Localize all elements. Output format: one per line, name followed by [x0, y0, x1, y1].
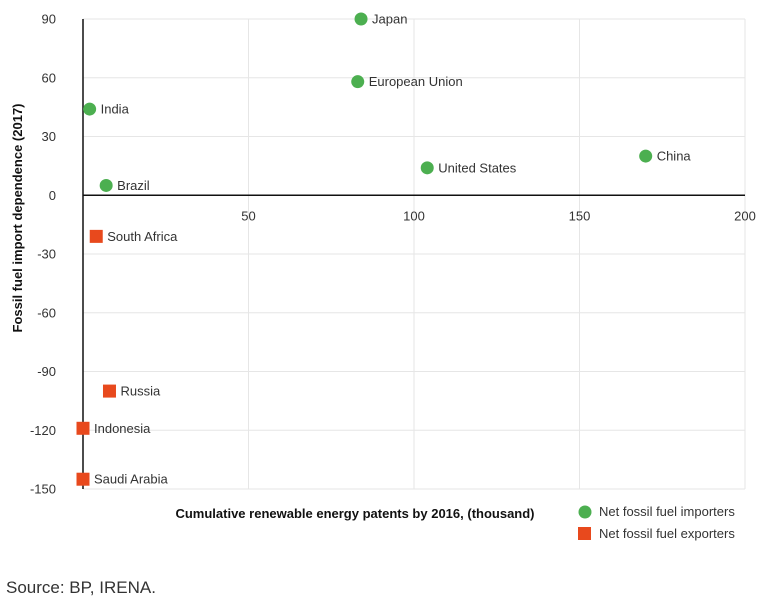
source-note: Source: BP, IRENA. [6, 578, 156, 597]
point-label-united-states: United States [438, 160, 517, 175]
x-axis-title: Cumulative renewable energy patents by 2… [175, 506, 534, 521]
grid-lines [83, 18, 746, 490]
point-china [639, 149, 653, 163]
legend-exporters-label: Net fossil fuel exporters [599, 526, 735, 541]
y-tick-label: 60 [42, 70, 56, 85]
point-south-africa [89, 229, 103, 243]
x-tick-label: 150 [569, 208, 591, 223]
legend-importers-label: Net fossil fuel importers [599, 504, 735, 519]
x-tick-label: 200 [734, 208, 756, 223]
axes [82, 19, 745, 489]
legend-exporters-marker [578, 527, 591, 540]
point-russia [102, 384, 116, 398]
point-label-china: China [657, 149, 692, 164]
tick-labels: 90 60 30 0 -30 -60 -90 -120 -150 50 100 150 200 [30, 12, 756, 497]
y-tick-label: 0 [49, 188, 56, 203]
point-brazil [99, 178, 113, 192]
y-tick-label: 30 [42, 129, 56, 144]
legend: Net fossil fuel importers Net fossil fue… [578, 504, 735, 541]
point-saudi-arabia [76, 472, 90, 486]
y-tick-label: 90 [42, 12, 56, 27]
point-label-south-africa: South Africa [107, 229, 178, 244]
y-axis-title: Fossil fuel import dependence (2017) [10, 104, 25, 333]
point-indonesia [76, 421, 90, 435]
y-tick-label: -90 [37, 364, 56, 379]
point-european-union [351, 75, 365, 89]
scatter-chart: 90 60 30 0 -30 -60 -90 -120 -150 50 100 150 200 Japa… [10, 12, 756, 542]
point-label-european-union: European Union [369, 74, 463, 89]
point-japan [354, 12, 368, 26]
legend-importers-marker [578, 505, 592, 519]
point-label-saudi-arabia: Saudi Arabia [94, 472, 168, 487]
point-label-russia: Russia [120, 384, 161, 399]
y-tick-label: -60 [37, 305, 56, 320]
y-tick-label: -150 [30, 482, 56, 497]
point-india [83, 102, 97, 116]
point-united-states [420, 161, 434, 175]
y-tick-label: -120 [30, 423, 56, 438]
point-label-india: India [101, 102, 130, 117]
data-points: Japan European Union India United States Chi… [76, 12, 692, 487]
x-tick-label: 100 [403, 208, 425, 223]
point-label-japan: Japan [372, 12, 407, 27]
y-tick-label: -30 [37, 247, 56, 262]
x-tick-label: 50 [241, 208, 255, 223]
point-label-brazil: Brazil [117, 178, 150, 193]
point-label-indonesia: Indonesia [94, 421, 151, 436]
